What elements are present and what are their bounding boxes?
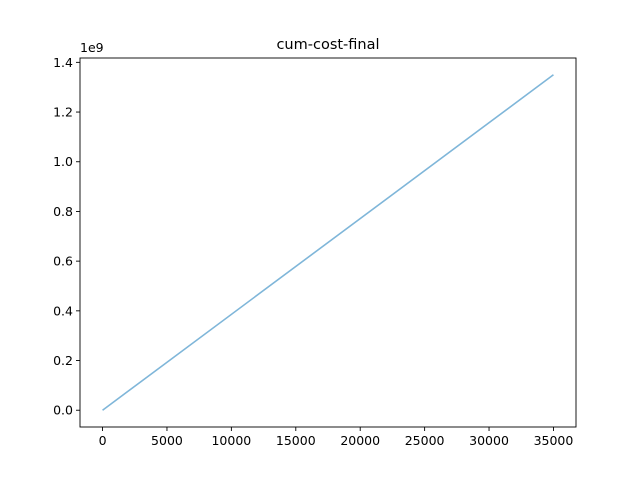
y-tick-label: 0.8 — [53, 204, 73, 219]
y-tick-label: 0.2 — [53, 353, 73, 368]
y-tick-label: 1.0 — [53, 154, 73, 169]
x-tick-label: 30000 — [469, 433, 509, 448]
x-tick-label: 20000 — [340, 433, 380, 448]
x-tick-label: 35000 — [534, 433, 574, 448]
plot-frame — [79, 57, 577, 428]
x-tick-label: 10000 — [211, 433, 251, 448]
series-line — [102, 74, 554, 411]
y-tick-label: 1.2 — [53, 105, 73, 120]
y-tick-label: 0.4 — [53, 303, 73, 318]
x-axis: 0 5000 10000 15000 20000 25000 30000 35000 — [99, 427, 574, 448]
y-axis: 0.0 0.2 0.4 0.6 0.8 1.0 1.2 1.4 — [53, 55, 80, 418]
chart-title: cum-cost-final — [276, 37, 379, 53]
y-tick-label: 0.6 — [53, 254, 73, 269]
x-tick-label: 5000 — [151, 433, 183, 448]
x-tick-label: 0 — [99, 433, 107, 448]
y-tick-label: 1.4 — [53, 55, 73, 70]
x-tick-label: 25000 — [405, 433, 445, 448]
y-offset-label: 1e9 — [80, 40, 104, 55]
y-tick-label: 0.0 — [53, 403, 73, 418]
x-tick-label: 15000 — [276, 433, 316, 448]
